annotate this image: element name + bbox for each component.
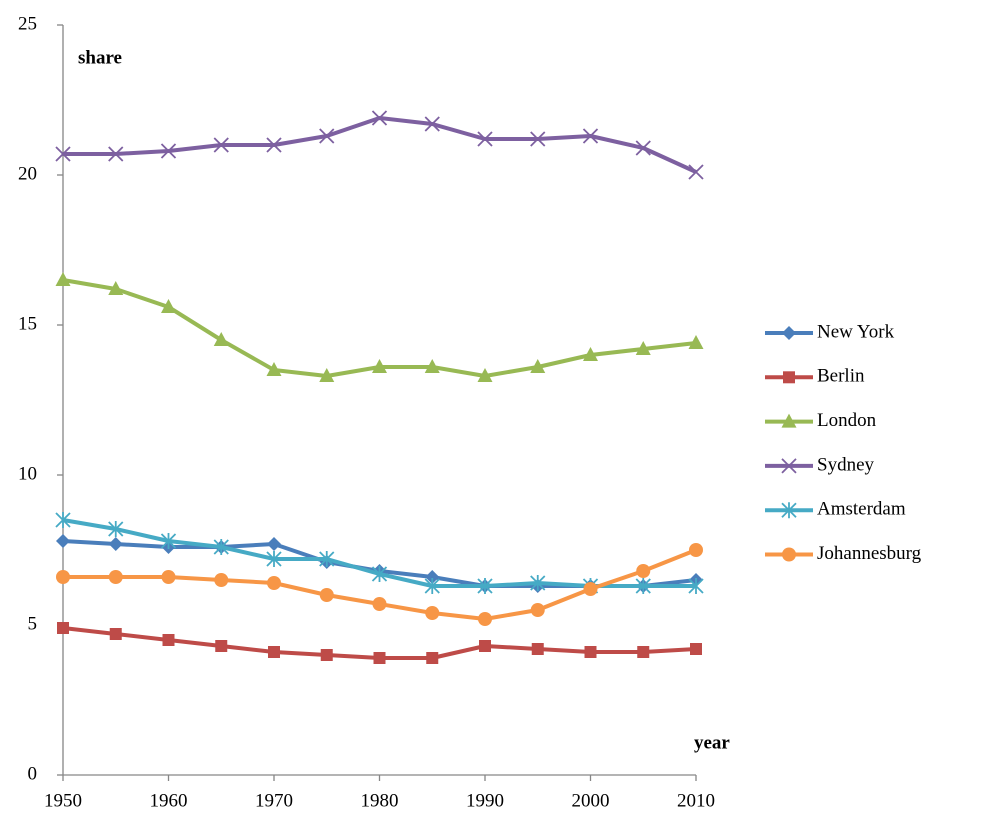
data-point (690, 643, 702, 655)
data-point (635, 140, 651, 156)
y-tick-label: 0 (28, 763, 38, 784)
data-point (478, 612, 492, 626)
data-point (319, 551, 335, 567)
data-point (584, 646, 597, 658)
data-point (108, 570, 123, 584)
x-tick-label: 1980 (361, 790, 399, 811)
data-point (108, 146, 124, 162)
y-tick-label: 20 (18, 163, 37, 184)
data-point (371, 110, 388, 126)
data-point (530, 131, 546, 147)
y-tick-label: 15 (18, 313, 37, 334)
legend-marker (781, 458, 797, 474)
data-point (319, 588, 334, 602)
data-point (161, 299, 176, 313)
data-point (267, 576, 281, 590)
data-point (160, 533, 177, 549)
data-point (425, 570, 440, 584)
x-tick-label: 2010 (677, 790, 715, 811)
data-point (583, 582, 598, 596)
data-point (424, 116, 440, 132)
data-point (213, 332, 229, 346)
data-point (268, 646, 280, 658)
data-point (637, 646, 650, 658)
data-point (530, 575, 546, 591)
data-point (55, 146, 71, 162)
legend-marker (782, 326, 796, 340)
data-point (108, 281, 124, 295)
data-point (371, 566, 388, 582)
y-tick-label: 10 (18, 463, 37, 484)
data-point (479, 640, 491, 652)
data-point (57, 622, 69, 634)
data-point (56, 570, 70, 584)
data-point (267, 537, 281, 551)
data-point (266, 551, 282, 567)
data-point (531, 643, 544, 655)
legend-label: New York (817, 321, 895, 342)
data-point (213, 539, 229, 555)
legend-marker (783, 371, 795, 384)
data-point (372, 597, 387, 611)
legend-label: London (817, 410, 877, 431)
data-point (688, 335, 704, 349)
x-tick-label: 1970 (255, 790, 293, 811)
data-point (373, 652, 386, 664)
data-point (213, 137, 229, 153)
legend-marker (782, 547, 796, 562)
data-point (319, 128, 335, 144)
data-point (477, 578, 493, 594)
data-point (55, 272, 71, 286)
y-axis-label: share (78, 47, 122, 68)
x-tick-label: 1960 (150, 790, 188, 811)
data-point (477, 368, 493, 382)
data-point (425, 606, 440, 620)
data-point (530, 359, 546, 373)
data-point (109, 628, 122, 640)
data-point (320, 649, 333, 661)
x-axis-label: year (694, 732, 730, 753)
data-point (688, 578, 704, 594)
data-point (424, 359, 440, 373)
x-tick-label: 1990 (466, 790, 504, 811)
data-point (635, 341, 651, 355)
legend-label: Sydney (817, 454, 875, 475)
y-tick-label: 25 (18, 13, 37, 34)
data-point (372, 359, 387, 373)
data-point (266, 362, 282, 376)
data-point (161, 570, 176, 584)
data-point (56, 534, 70, 548)
data-point (688, 164, 704, 180)
legend-marker (781, 502, 797, 519)
data-point (214, 573, 229, 587)
x-tick-label: 2000 (572, 790, 610, 811)
data-point (162, 634, 175, 646)
data-point (266, 137, 282, 153)
data-point (55, 512, 71, 528)
data-point (108, 537, 123, 551)
data-point (424, 578, 440, 594)
data-point (215, 640, 228, 652)
data-point (635, 578, 651, 594)
data-point (530, 603, 545, 617)
series-line (63, 116, 697, 174)
data-point (160, 143, 177, 159)
legend-label: Johannesburg (817, 543, 922, 564)
data-point (583, 347, 598, 361)
x-tick-label: 1950 (44, 790, 82, 811)
data-point (108, 521, 124, 537)
legend-label: Amsterdam (817, 499, 906, 520)
data-point (319, 368, 335, 382)
y-tick-label: 5 (28, 613, 38, 634)
data-point (426, 652, 439, 664)
data-point (582, 128, 599, 144)
legend-label: Berlin (817, 366, 865, 387)
legend-marker (781, 413, 797, 428)
data-point (477, 131, 493, 147)
data-point (689, 543, 703, 557)
data-point (636, 564, 651, 578)
